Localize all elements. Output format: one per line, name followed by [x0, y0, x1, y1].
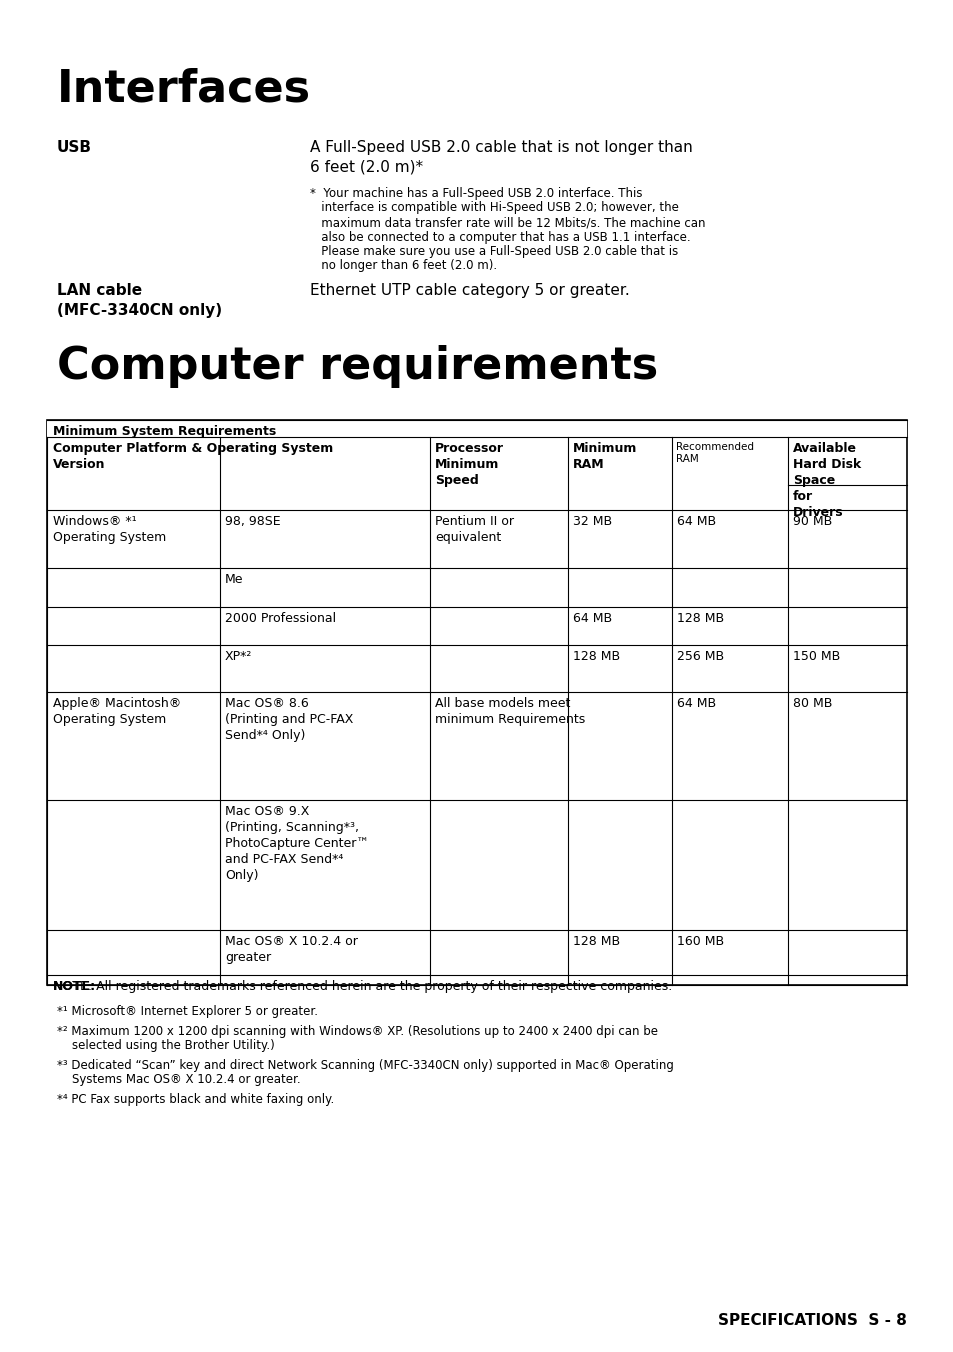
- Text: LAN cable
(MFC-3340CN only): LAN cable (MFC-3340CN only): [57, 283, 222, 318]
- Text: Windows® *¹
Operating System: Windows® *¹ Operating System: [53, 515, 166, 544]
- Text: Systems Mac OS® X 10.2.4 or greater.: Systems Mac OS® X 10.2.4 or greater.: [57, 1073, 300, 1086]
- Text: XP*²: XP*²: [225, 650, 253, 662]
- Text: 6 feet (2.0 m)*: 6 feet (2.0 m)*: [310, 160, 423, 174]
- Text: USB: USB: [57, 141, 91, 155]
- Text: 98, 98SE: 98, 98SE: [225, 515, 280, 529]
- Text: A Full-Speed USB 2.0 cable that is not longer than: A Full-Speed USB 2.0 cable that is not l…: [310, 141, 692, 155]
- Text: *¹ Microsoft® Internet Explorer 5 or greater.: *¹ Microsoft® Internet Explorer 5 or gre…: [57, 1005, 317, 1018]
- Text: 256 MB: 256 MB: [677, 650, 723, 662]
- Text: 160 MB: 160 MB: [677, 936, 723, 948]
- Bar: [47, 420, 906, 986]
- Text: Ethernet UTP cable category 5 or greater.: Ethernet UTP cable category 5 or greater…: [310, 283, 629, 297]
- Text: 64 MB: 64 MB: [677, 515, 716, 529]
- Text: no longer than 6 feet (2.0 m).: no longer than 6 feet (2.0 m).: [310, 260, 497, 273]
- Text: SPECIFICATIONS  S - 8: SPECIFICATIONS S - 8: [718, 1313, 906, 1328]
- Text: Apple® Macintosh®
Operating System: Apple® Macintosh® Operating System: [53, 698, 181, 726]
- Text: selected using the Brother Utility.): selected using the Brother Utility.): [57, 1038, 274, 1052]
- Text: Processor
Minimum
Speed: Processor Minimum Speed: [435, 442, 503, 487]
- Text: Mac OS® X 10.2.4 or
greater: Mac OS® X 10.2.4 or greater: [225, 936, 357, 964]
- Text: Mac OS® 9.X
(Printing, Scanning*³,
PhotoCapture Center™
and PC-FAX Send*⁴
Only): Mac OS® 9.X (Printing, Scanning*³, Photo…: [225, 804, 369, 882]
- Text: Mac OS® 8.6
(Printing and PC-FAX
Send*⁴ Only): Mac OS® 8.6 (Printing and PC-FAX Send*⁴ …: [225, 698, 353, 742]
- Text: 64 MB: 64 MB: [677, 698, 716, 710]
- Text: All base models meet
minimum Requirements: All base models meet minimum Requirement…: [435, 698, 584, 726]
- Text: NOTE: All registered trademarks referenced herein are the property of their resp: NOTE: All registered trademarks referenc…: [53, 980, 672, 992]
- Text: 90 MB: 90 MB: [792, 515, 831, 529]
- Text: Please make sure you use a Full-Speed USB 2.0 cable that is: Please make sure you use a Full-Speed US…: [310, 245, 678, 258]
- Text: Computer Platform & Operating System
Version: Computer Platform & Operating System Ver…: [53, 442, 333, 470]
- Text: maximum data transfer rate will be 12 Mbits/s. The machine can: maximum data transfer rate will be 12 Mb…: [310, 216, 705, 228]
- Text: Minimum System Requirements: Minimum System Requirements: [53, 425, 276, 438]
- Text: 2000 Professional: 2000 Professional: [225, 612, 335, 625]
- Text: also be connected to a computer that has a USB 1.1 interface.: also be connected to a computer that has…: [310, 230, 690, 243]
- Text: Recommended
RAM: Recommended RAM: [676, 442, 753, 464]
- Text: 32 MB: 32 MB: [573, 515, 612, 529]
- Text: Minimum
RAM: Minimum RAM: [573, 442, 637, 470]
- Text: 128 MB: 128 MB: [573, 936, 619, 948]
- Text: Interfaces: Interfaces: [57, 68, 311, 111]
- Text: 80 MB: 80 MB: [792, 698, 832, 710]
- Bar: [47, 420, 906, 437]
- Text: interface is compatible with Hi-Speed USB 2.0; however, the: interface is compatible with Hi-Speed US…: [310, 201, 679, 215]
- Text: *  Your machine has a Full-Speed USB 2.0 interface. This: * Your machine has a Full-Speed USB 2.0 …: [310, 187, 641, 200]
- Text: Computer requirements: Computer requirements: [57, 345, 658, 388]
- Text: *⁴ PC Fax supports black and white faxing only.: *⁴ PC Fax supports black and white faxin…: [57, 1092, 334, 1106]
- Text: *³ Dedicated “Scan” key and direct Network Scanning (MFC-3340CN only) supported : *³ Dedicated “Scan” key and direct Netwo…: [57, 1059, 673, 1072]
- Text: 128 MB: 128 MB: [573, 650, 619, 662]
- Text: 128 MB: 128 MB: [677, 612, 723, 625]
- Text: Me: Me: [225, 573, 243, 585]
- Text: 64 MB: 64 MB: [573, 612, 612, 625]
- Text: NOTE:: NOTE:: [53, 980, 96, 992]
- Text: 150 MB: 150 MB: [792, 650, 840, 662]
- Text: Pentium II or
equivalent: Pentium II or equivalent: [435, 515, 514, 544]
- Text: for
Drivers: for Drivers: [792, 489, 842, 519]
- Text: *² Maximum 1200 x 1200 dpi scanning with Windows® XP. (Resolutions up to 2400 x : *² Maximum 1200 x 1200 dpi scanning with…: [57, 1025, 658, 1038]
- Text: Available
Hard Disk
Space: Available Hard Disk Space: [792, 442, 861, 487]
